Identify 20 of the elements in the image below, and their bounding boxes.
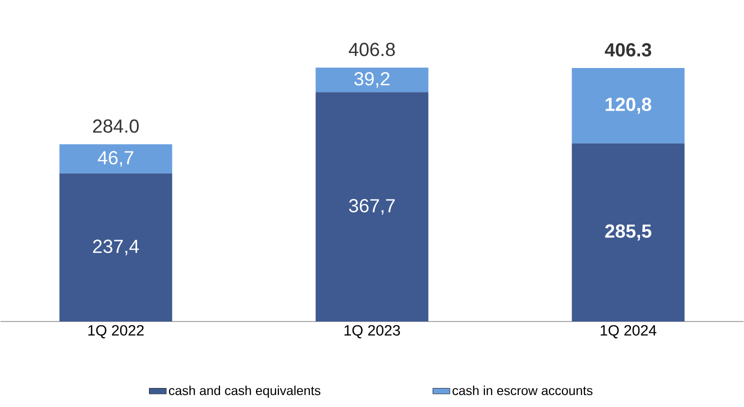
data-label: 237,4 xyxy=(93,239,139,256)
total-label: 406.8 xyxy=(348,42,395,56)
data-label: 39,2 xyxy=(354,72,390,88)
bar xyxy=(59,144,172,174)
data-label: 120,8 xyxy=(606,97,652,114)
total-label: 284.0 xyxy=(93,119,139,133)
bar xyxy=(316,67,428,92)
data-label: 46,7 xyxy=(98,150,134,166)
data-label: 367,7 xyxy=(349,198,395,214)
total-label: 406.3 xyxy=(604,42,652,56)
legend-label: cash and cash equivalents xyxy=(168,385,320,398)
x-tick-label: 1Q 2023 xyxy=(344,324,400,338)
bar xyxy=(572,143,685,322)
bar xyxy=(316,92,428,322)
bar xyxy=(59,173,172,322)
data-label: 285,5 xyxy=(605,224,652,240)
legend-label: cash in escrow accounts xyxy=(452,385,592,395)
bar xyxy=(572,68,685,144)
x-tick-label: 1Q 2022 xyxy=(88,324,144,338)
x-tick-label: 1Q 2024 xyxy=(600,324,656,338)
